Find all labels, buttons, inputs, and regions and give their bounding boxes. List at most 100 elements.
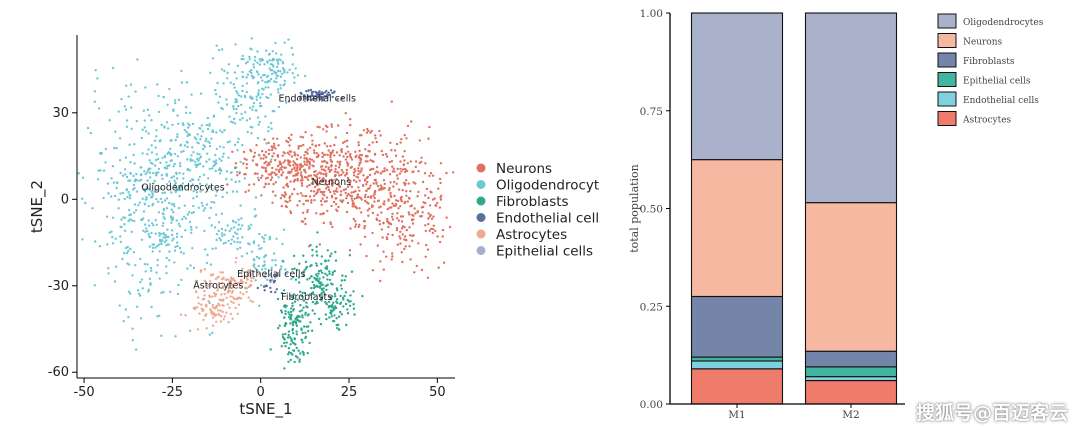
scatter-point	[110, 177, 113, 180]
scatter-point	[250, 132, 253, 135]
scatter-point	[250, 68, 253, 72]
scatter-point	[284, 193, 287, 196]
scatter-point	[144, 172, 147, 176]
scatter-point	[312, 160, 315, 163]
scatter-point	[346, 194, 349, 197]
scatter-point	[289, 211, 293, 215]
scatter-point	[224, 241, 227, 244]
scatter-point	[192, 204, 195, 208]
scatter-point	[245, 82, 249, 85]
scatter-point	[275, 80, 278, 84]
scatter-point	[258, 58, 261, 61]
scatter-point	[287, 311, 290, 314]
scatter-point	[211, 324, 215, 327]
scatter-point	[234, 162, 238, 165]
scatter-point	[293, 179, 296, 182]
scatter-point	[203, 279, 206, 282]
scatter-point	[217, 282, 221, 285]
scatter-point	[304, 260, 308, 264]
scatter-point	[227, 283, 230, 286]
scatter-point	[278, 160, 281, 163]
scatter-point	[373, 178, 376, 182]
scatter-point	[236, 141, 239, 144]
scatter-point	[201, 204, 204, 207]
scatter-point	[233, 240, 236, 243]
scatter-point	[231, 150, 234, 153]
scatter-point	[283, 71, 286, 74]
scatter-point	[131, 274, 134, 277]
scatter-point	[217, 101, 220, 104]
scatter-point	[334, 168, 337, 171]
scatter-point	[358, 207, 361, 210]
scatter-point	[285, 139, 288, 143]
scatter-point	[327, 149, 330, 152]
scatter-point	[143, 119, 146, 122]
scatter-point	[247, 296, 250, 299]
scatter-point	[154, 146, 157, 149]
scatter-point	[147, 224, 151, 227]
scatter-point	[135, 172, 138, 176]
scatter-point	[275, 168, 278, 171]
scatter-point	[289, 150, 293, 153]
scatter-point	[358, 149, 361, 153]
scatter-point	[189, 158, 192, 161]
scatter-point	[206, 152, 209, 155]
scatter-point	[341, 97, 344, 100]
scatter-point	[273, 110, 276, 113]
scatter-point	[143, 262, 147, 266]
scatter-point	[160, 174, 164, 177]
scatter-point	[318, 176, 321, 180]
scatter-point	[208, 280, 212, 283]
scatter-point	[151, 192, 154, 195]
scatter-point	[220, 68, 224, 71]
scatter-point	[414, 212, 417, 215]
scatter-point	[157, 94, 160, 98]
scatter-point	[308, 293, 311, 297]
scatter-point	[276, 297, 280, 301]
scatter-point	[346, 312, 350, 315]
scatter-point	[288, 144, 291, 147]
scatter-point	[241, 267, 244, 270]
scatter-point	[296, 298, 299, 301]
scatter-point	[208, 295, 211, 299]
scatter-point	[215, 306, 218, 309]
scatter-point	[239, 246, 242, 249]
scatter-point	[123, 251, 126, 255]
scatter-point	[384, 152, 388, 156]
scatter-point	[293, 267, 296, 270]
scatter-point	[337, 205, 340, 209]
scatter-point	[169, 215, 173, 218]
x-axis-title: tSNE_1	[239, 400, 292, 419]
scatter-point	[291, 302, 294, 305]
scatter-point	[267, 53, 271, 56]
scatter-point	[236, 64, 240, 68]
scatter-point	[104, 147, 108, 151]
scatter-point	[356, 195, 359, 198]
scatter-point	[196, 185, 199, 188]
scatter-point	[328, 170, 331, 173]
scatter-point	[163, 126, 166, 129]
scatter-point	[267, 182, 270, 186]
x-tick-label: -50	[73, 385, 94, 400]
scatter-point	[325, 130, 328, 133]
scatter-point	[237, 104, 240, 108]
scatter-point	[294, 343, 297, 346]
scatter-point	[402, 163, 405, 167]
scatter-point	[215, 320, 218, 323]
scatter-point	[278, 324, 281, 327]
scatter-point	[302, 254, 305, 257]
scatter-point	[199, 155, 203, 158]
scatter-point	[247, 189, 250, 192]
scatter-point	[343, 279, 346, 282]
scatter-point	[223, 292, 226, 296]
scatter-point	[229, 312, 233, 316]
scatter-point	[154, 164, 157, 167]
scatter-point	[358, 164, 361, 167]
scatter-point	[260, 247, 263, 250]
scatter-point	[215, 233, 219, 236]
scatter-point	[258, 120, 261, 124]
scatter-point	[272, 252, 276, 255]
scatter-point	[337, 328, 341, 331]
scatter-point	[136, 289, 140, 292]
scatter-point	[324, 183, 327, 186]
